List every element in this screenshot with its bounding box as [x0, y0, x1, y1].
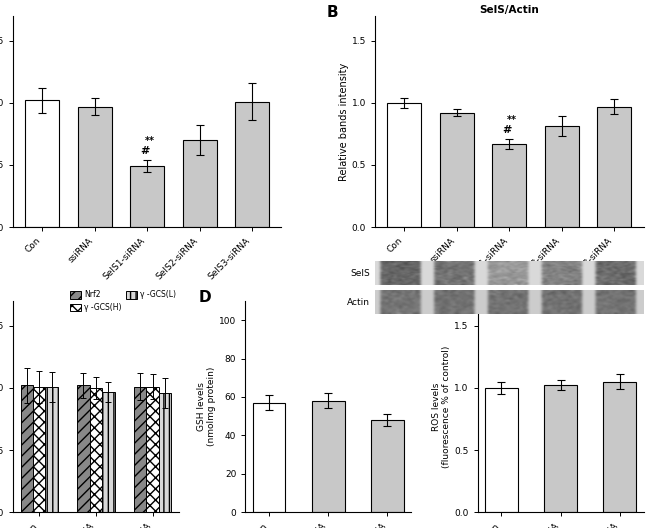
Bar	[102, 392, 114, 512]
Bar	[159, 393, 172, 512]
Text: **: **	[507, 115, 517, 125]
Text: D: D	[199, 290, 211, 305]
Text: B: B	[327, 5, 339, 20]
Bar	[235, 101, 269, 227]
Legend: Nrf2, γ -GCS(H), γ -GCS(L): Nrf2, γ -GCS(H), γ -GCS(L)	[68, 288, 178, 314]
Bar	[183, 140, 216, 227]
Text: #: #	[502, 125, 512, 135]
Text: **: **	[145, 136, 155, 146]
Bar	[371, 420, 404, 512]
Title: SelS/Actin: SelS/Actin	[480, 5, 540, 15]
Bar	[492, 144, 526, 227]
Bar	[387, 103, 421, 227]
Bar	[544, 385, 577, 512]
Text: E: E	[431, 290, 441, 305]
Text: #: #	[140, 146, 150, 156]
Bar	[25, 100, 59, 227]
Y-axis label: Relative bands intensity: Relative bands intensity	[339, 62, 349, 181]
Bar	[77, 385, 90, 512]
Text: SelS: SelS	[350, 269, 370, 278]
Bar	[33, 386, 46, 512]
Bar	[545, 126, 579, 227]
Bar	[77, 107, 112, 227]
Text: Actin: Actin	[347, 298, 370, 307]
Bar	[440, 113, 474, 227]
Bar	[46, 386, 58, 512]
Y-axis label: GSH levels
(nmolmg protein): GSH levels (nmolmg protein)	[197, 367, 216, 446]
Bar	[134, 386, 146, 512]
Bar	[146, 386, 159, 512]
Bar	[312, 401, 344, 512]
Bar	[485, 388, 517, 512]
Bar	[21, 385, 33, 512]
Bar	[597, 107, 631, 227]
Bar	[603, 382, 636, 512]
Bar	[253, 403, 285, 512]
Bar	[130, 166, 164, 227]
Bar	[90, 388, 102, 512]
Y-axis label: ROS levels
(fluorescence % of control): ROS levels (fluorescence % of control)	[432, 345, 451, 468]
